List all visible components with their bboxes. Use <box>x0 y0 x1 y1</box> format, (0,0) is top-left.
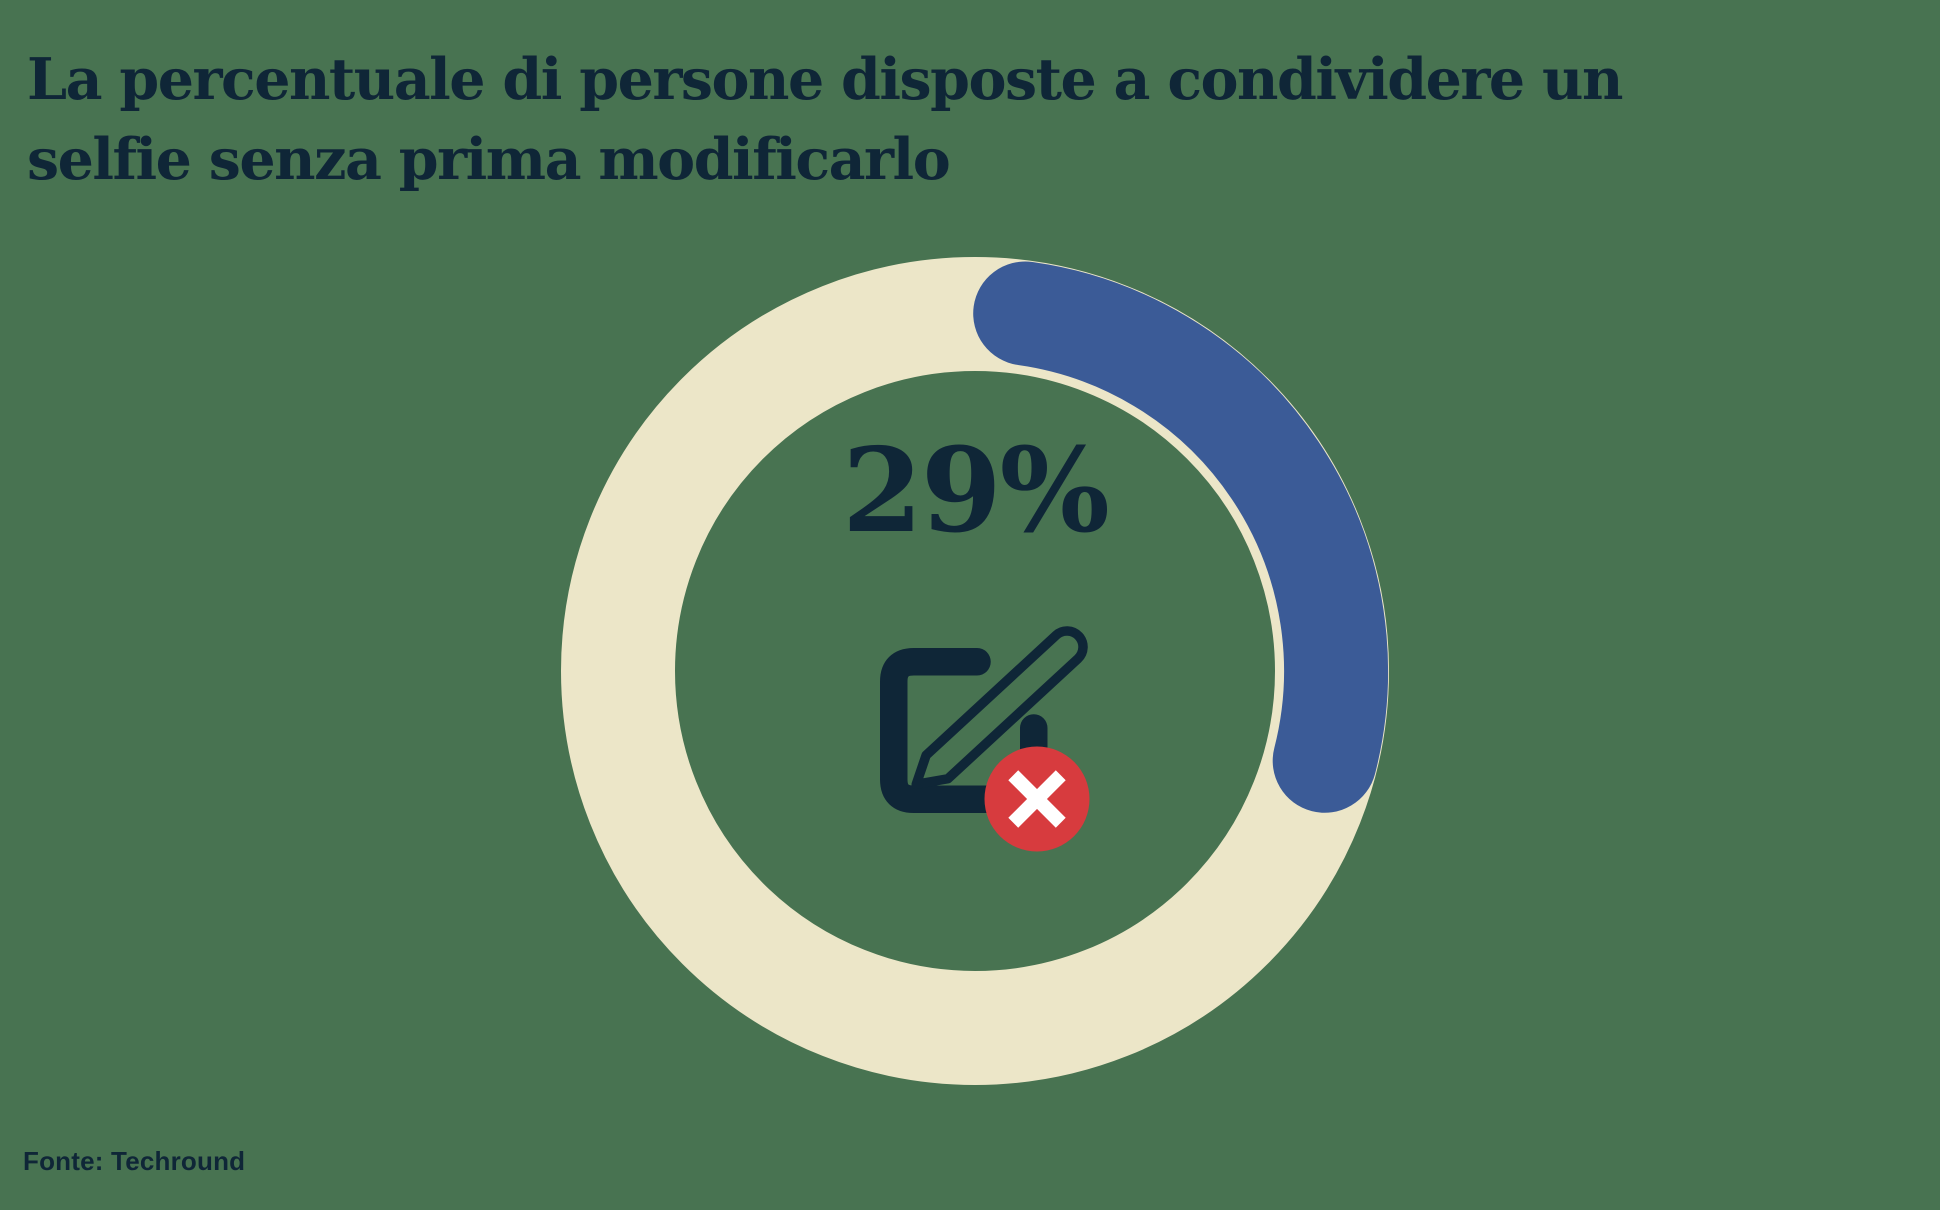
source-label: Fonte: Techround <box>23 1146 246 1176</box>
donut-value-arc <box>973 261 1389 813</box>
x-icon <box>1008 770 1066 828</box>
donut-ring-svg <box>561 257 1389 1085</box>
donut-chart: 29% <box>545 241 1405 1101</box>
donut-value-label: 29% <box>842 423 1110 559</box>
page-title-line-1: La percentuale di persone disposte a con… <box>27 46 1623 114</box>
page-title: La percentuale di persone disposte a con… <box>27 40 1627 200</box>
page-title-line-2: selfie senza prima modificarlo <box>27 126 951 194</box>
edit-crossed-icon <box>880 626 1090 852</box>
pencil-icon <box>911 626 1088 789</box>
